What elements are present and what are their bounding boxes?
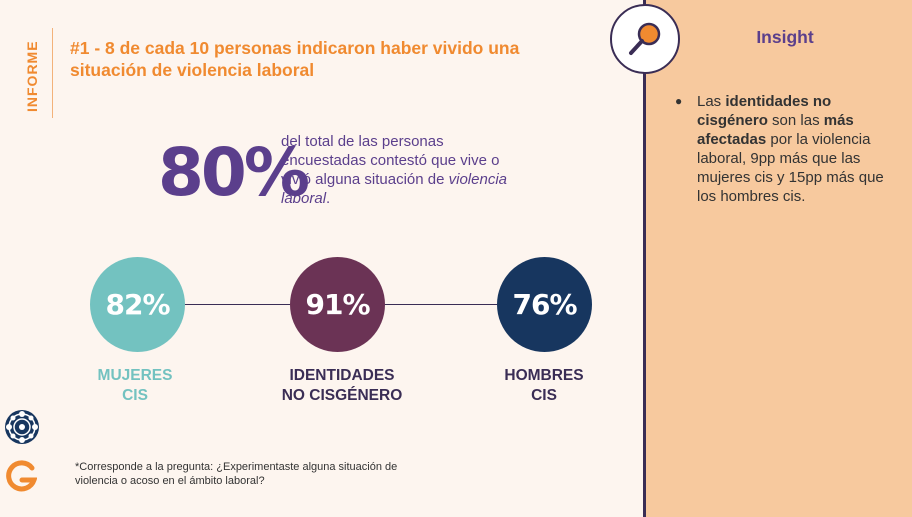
stat-circle-no-cisgenero: 91% — [290, 257, 385, 352]
insight-text: Las identidades no cisgénero son las más… — [675, 92, 890, 206]
headline-percentage: 80% — [158, 134, 310, 211]
insight-text-bold: identidades no cisgénero — [697, 93, 832, 129]
insight-body: ● Las identidades no cisgénero son las m… — [675, 92, 890, 206]
mandala-logo-icon — [5, 410, 39, 444]
group-label-line1: MUJERES — [97, 367, 173, 384]
insight-text-bold: más afectadas — [697, 112, 854, 148]
magnifier-icon — [610, 4, 680, 74]
group-label-line2: CIS — [122, 387, 148, 404]
bullet-icon: ● — [675, 94, 683, 108]
insight-text-part: son las — [767, 112, 824, 129]
headline-description-end: . — [326, 190, 331, 207]
stat-circle-hombres-cis: 76% — [497, 257, 592, 352]
section-label-line — [52, 28, 53, 118]
insight-text-part: Las — [697, 93, 726, 110]
stat-value: 82% — [105, 288, 170, 321]
stat-value: 91% — [305, 288, 370, 321]
group-label-line1: HOMBRES — [504, 367, 584, 384]
g-logo-icon — [6, 460, 37, 492]
stat-value: 76% — [512, 288, 577, 321]
group-label-line2: CIS — [531, 387, 557, 404]
group-label-no-cisgenero: IDENTIDADES NO CISGÉNERO — [252, 366, 432, 406]
stat-circle-mujeres-cis: 82% — [90, 257, 185, 352]
headline-description: del total de las personas encuestadas co… — [281, 132, 521, 208]
connector-line — [385, 304, 497, 305]
group-label-mujeres-cis: MUJERES CIS — [45, 366, 225, 406]
insight-panel — [645, 0, 912, 517]
panel-divider — [643, 0, 646, 517]
group-label-line1: IDENTIDADES — [289, 367, 395, 384]
insight-text-part: por la violencia laboral, 9pp más que la… — [697, 131, 884, 205]
headline-description-emphasis: violencia laboral — [281, 171, 507, 207]
page-title: #1 - 8 de cada 10 personas indicaron hab… — [70, 38, 520, 80]
footnote: *Corresponde a la pregunta: ¿Experimenta… — [75, 461, 398, 487]
headline-description-text: del total de las personas encuestadas co… — [281, 133, 500, 188]
insight-title: Insight — [756, 27, 814, 47]
magnifier-glyph — [629, 22, 661, 55]
connector-line — [185, 304, 290, 305]
group-label-hombres-cis: HOMBRES CIS — [454, 366, 634, 406]
group-label-line2: NO CISGÉNERO — [281, 387, 403, 404]
section-label: INFORME — [24, 40, 40, 112]
